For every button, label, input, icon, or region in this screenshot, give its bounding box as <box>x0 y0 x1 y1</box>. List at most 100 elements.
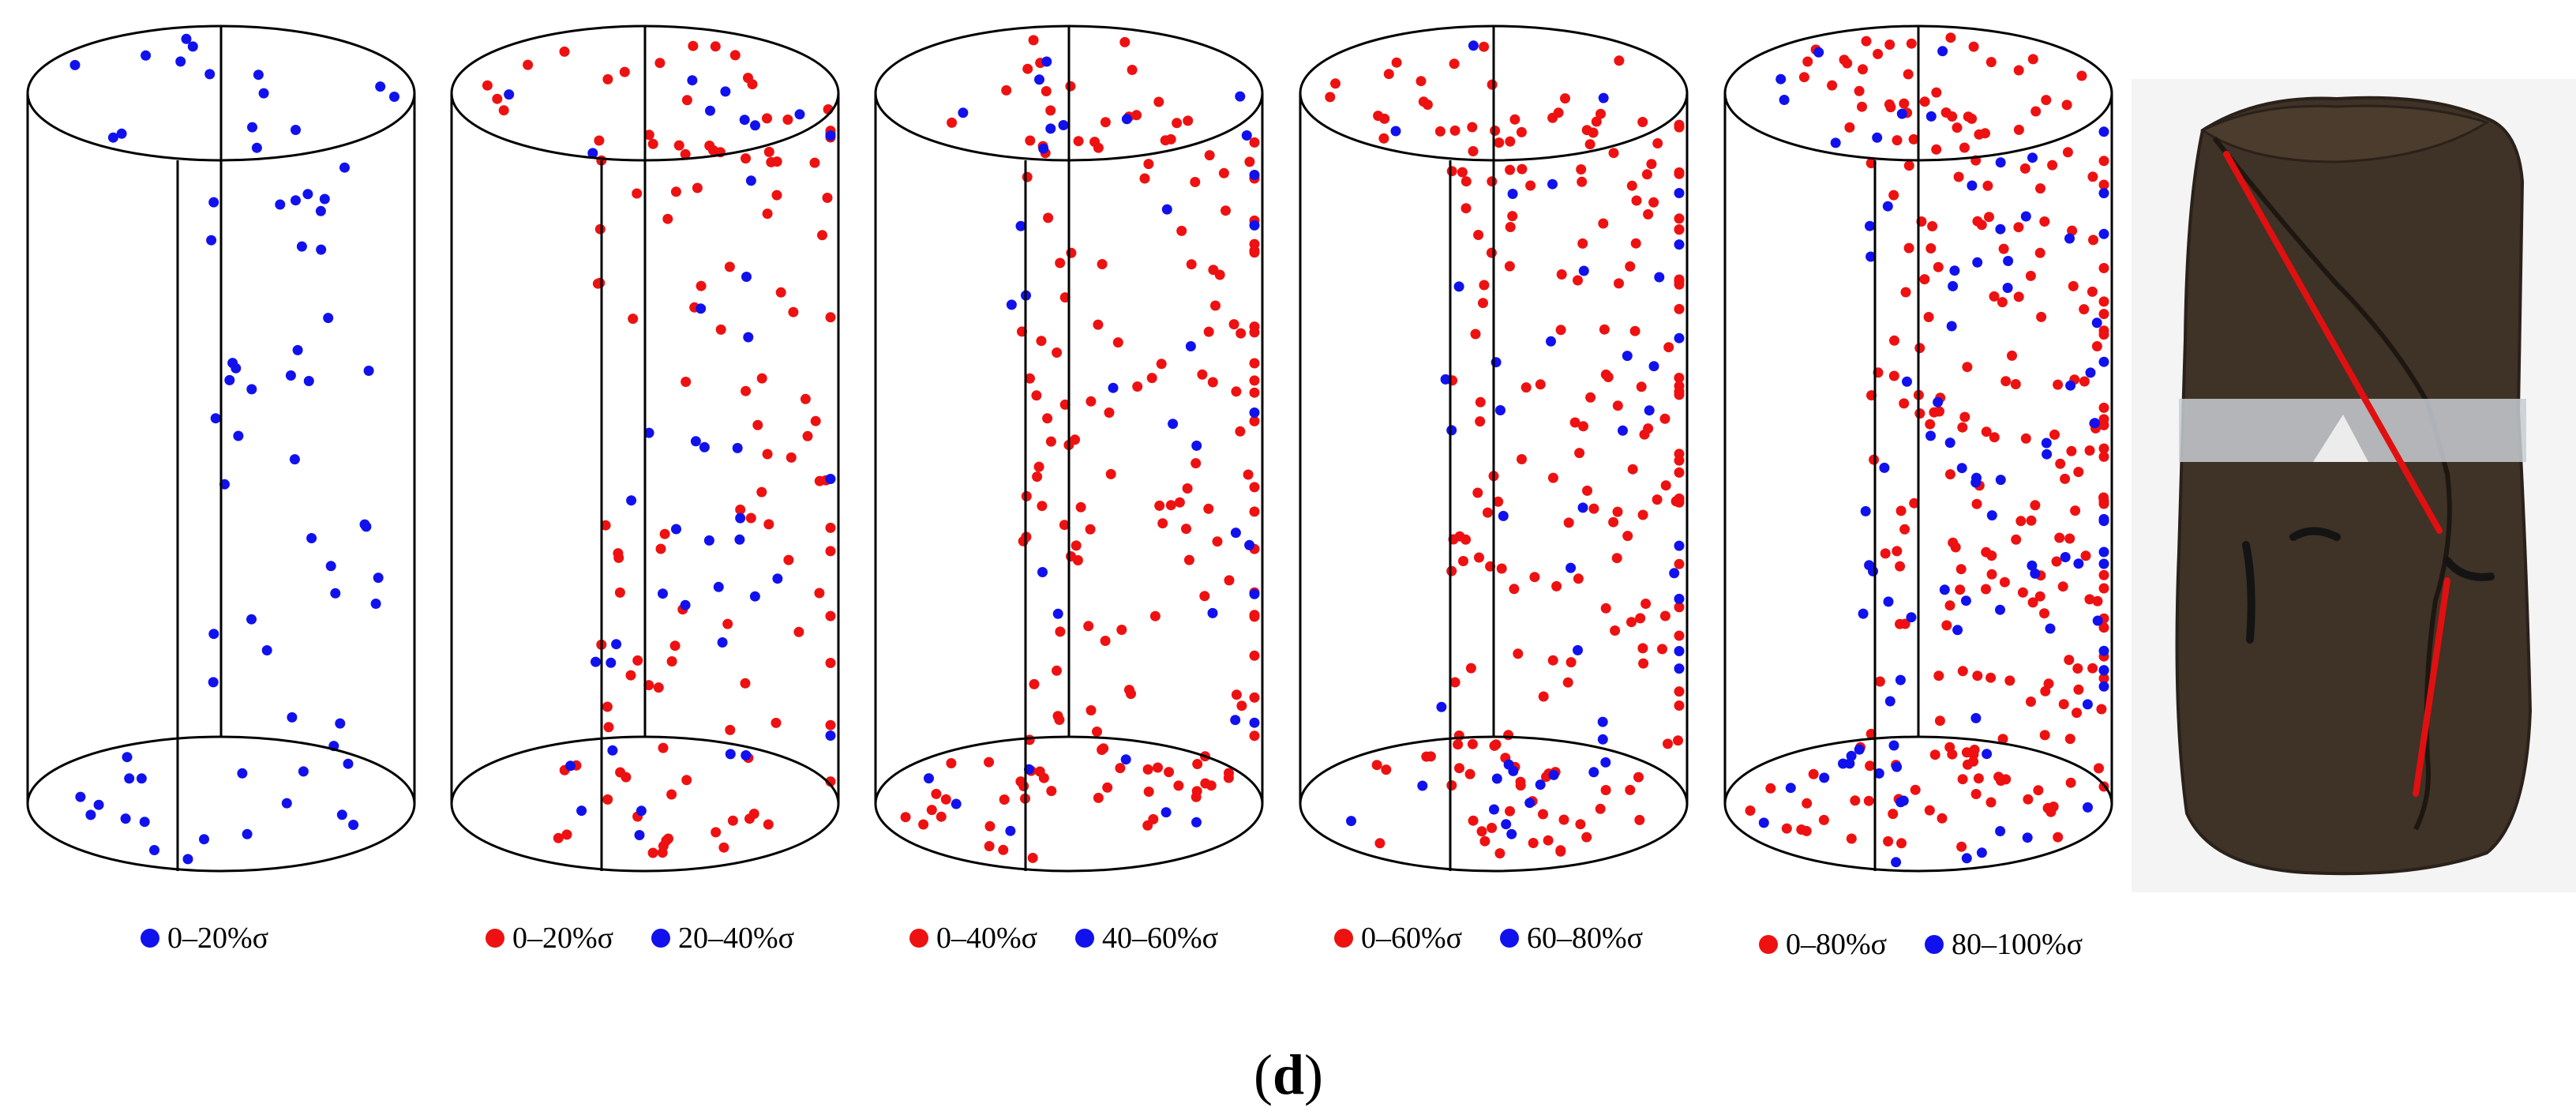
red-event-point <box>1646 159 1657 170</box>
legend-swatch-blue <box>651 929 670 948</box>
red-event-point <box>1504 261 1515 272</box>
red-event-point <box>1808 768 1819 779</box>
red-event-point <box>2047 160 2058 171</box>
red-event-point <box>2098 492 2109 503</box>
red-event-point <box>2036 311 2047 322</box>
red-event-point <box>1888 809 1899 820</box>
red-event-point <box>1249 611 1260 622</box>
blue-event-point <box>323 313 334 324</box>
blue-event-point <box>1546 336 1556 347</box>
red-event-point <box>1998 243 2009 254</box>
red-event-point <box>1578 421 1588 432</box>
red-event-point <box>1581 832 1592 843</box>
red-event-point <box>1945 32 1956 43</box>
blue-event-point <box>1006 299 1017 310</box>
blue-event-point <box>181 33 192 44</box>
blue-event-point <box>1249 220 1260 231</box>
red-event-point <box>1581 125 1592 136</box>
blue-event-point <box>1168 419 1179 430</box>
red-event-point <box>1956 841 1967 852</box>
red-event-point <box>1490 126 1501 136</box>
red-event-point <box>1153 762 1163 773</box>
blue-event-point <box>1453 281 1464 292</box>
red-event-point <box>984 757 995 768</box>
legend-label: 0–20%σ <box>167 922 268 955</box>
blue-event-point <box>1547 178 1558 190</box>
red-event-point <box>1415 76 1427 87</box>
red-event-point <box>825 546 836 557</box>
red-event-point <box>1249 358 1260 369</box>
blue-event-point <box>285 370 296 381</box>
blue-event-point <box>1956 463 1967 474</box>
red-event-point <box>1857 101 1867 112</box>
red-event-point <box>2013 222 2024 233</box>
red-event-point <box>1479 835 1490 847</box>
blue-event-point <box>1161 807 1172 818</box>
red-event-point <box>1513 648 1524 659</box>
blue-event-point <box>2022 832 2033 843</box>
blue-event-point <box>643 427 654 438</box>
blue-event-point <box>2098 681 2109 692</box>
red-event-point <box>762 208 773 220</box>
red-event-point <box>1476 826 1487 837</box>
blue-event-point <box>1986 510 1997 521</box>
red-event-point <box>2098 622 2109 633</box>
blue-event-point <box>951 798 962 809</box>
red-event-point <box>1165 500 1176 511</box>
red-event-point <box>1614 55 1625 66</box>
rock-core-body <box>2175 96 2533 876</box>
red-event-point <box>1191 458 1202 469</box>
red-event-point <box>619 66 630 77</box>
red-event-point <box>1183 115 1194 126</box>
blue-event-point <box>750 120 760 131</box>
red-event-point <box>1042 413 1053 424</box>
blue-event-point <box>1241 130 1252 141</box>
red-event-point <box>1884 99 1895 110</box>
red-event-point <box>1015 776 1026 787</box>
blue-event-point <box>246 614 257 625</box>
red-event-point <box>763 146 774 157</box>
red-event-point <box>1899 398 1910 409</box>
blue-event-point <box>1249 407 1260 418</box>
red-event-point <box>1164 767 1175 778</box>
red-event-point <box>1858 64 1868 75</box>
blue-event-point <box>1758 817 1769 828</box>
red-event-point <box>670 186 681 197</box>
red-event-point <box>2051 556 2062 567</box>
red-event-point <box>1176 225 1187 236</box>
blue-event-point <box>261 645 272 655</box>
blue-event-point <box>306 533 317 543</box>
red-event-point <box>1929 407 1940 418</box>
fracture-trace-upper <box>2223 151 2443 534</box>
red-event-point <box>2034 591 2045 602</box>
blue-event-point <box>258 88 269 99</box>
red-event-point <box>1854 85 1865 96</box>
red-event-point <box>741 153 751 164</box>
red-event-point <box>1903 160 1914 171</box>
blue-event-point <box>2027 560 2038 571</box>
red-event-point <box>1967 113 1978 124</box>
red-event-point <box>1181 524 1191 535</box>
red-event-point <box>1228 319 1239 330</box>
blue-event-point <box>1779 95 1790 105</box>
red-event-point <box>659 528 670 539</box>
red-event-point <box>771 190 782 201</box>
red-event-point <box>1507 211 1518 222</box>
red-event-point <box>1981 426 1992 437</box>
red-event-point <box>1043 212 1054 223</box>
red-event-point <box>822 193 833 203</box>
blue-event-point <box>1230 715 1241 726</box>
red-event-point <box>1449 677 1460 688</box>
red-event-point <box>727 815 738 826</box>
red-event-point <box>2064 533 2075 544</box>
red-event-point <box>654 58 666 69</box>
red-event-point <box>1172 118 1183 129</box>
blue-event-point <box>348 820 359 830</box>
blue-event-point <box>373 573 384 584</box>
red-event-point <box>763 519 774 530</box>
blue-event-point <box>741 272 752 282</box>
blue-event-point <box>1858 608 1869 619</box>
red-event-point <box>1610 625 1621 636</box>
blue-event-point <box>2098 665 2109 676</box>
blue-event-point <box>2027 152 2038 163</box>
